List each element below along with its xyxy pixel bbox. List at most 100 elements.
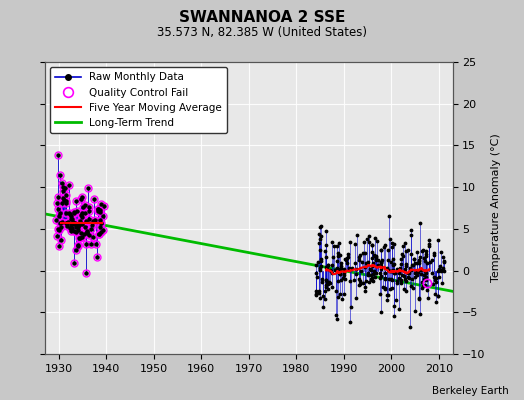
Point [439,258,447,265]
Text: SWANNANOA 2 SSE: SWANNANOA 2 SSE [179,10,345,25]
Point [415,260,423,266]
Point [343,260,351,267]
Point [312,292,320,298]
Point [439,258,447,264]
Point [333,258,341,264]
Point [433,293,442,299]
Point [62,192,70,199]
Point [416,254,424,260]
Point [383,296,391,303]
Point [389,261,398,268]
Point [364,272,372,278]
Point [412,272,421,278]
Point [373,262,381,268]
Point [418,284,427,291]
Point [387,276,395,282]
Legend: Raw Monthly Data, Quality Control Fail, Five Year Moving Average, Long-Term Tren: Raw Monthly Data, Quality Control Fail, … [50,67,227,133]
Point [312,288,320,294]
Point [409,262,418,268]
Point [347,304,355,310]
Point [70,221,78,228]
Point [370,268,378,274]
Point [363,269,372,276]
Point [411,268,420,274]
Point [398,272,406,278]
Point [366,275,375,282]
Point [402,278,411,284]
Point [407,232,415,238]
Point [420,282,429,288]
Point [89,218,97,224]
Point [386,268,394,274]
Point [99,226,107,233]
Point [372,270,380,277]
Point [404,247,412,254]
Point [73,242,82,248]
Point [322,284,330,291]
Point [372,253,380,259]
Point [385,276,393,282]
Point [54,243,63,249]
Point [367,272,376,278]
Point [52,216,61,223]
Point [89,234,97,240]
Point [323,281,332,288]
Point [355,282,363,288]
Point [340,270,348,277]
Point [422,248,430,254]
Point [386,236,395,242]
Point [368,263,376,269]
Point [77,230,85,236]
Point [332,311,340,318]
Point [425,243,433,250]
Point [410,260,419,266]
Point [331,266,340,273]
Point [318,279,326,286]
Point [438,280,446,286]
Point [421,269,430,276]
Point [62,200,70,206]
Point [361,250,369,256]
Point [78,221,86,227]
Point [328,262,336,268]
Point [99,213,107,220]
Point [410,308,419,314]
Point [54,194,62,200]
Point [328,239,336,245]
Point [94,208,103,214]
Point [96,200,105,207]
Point [340,272,348,278]
Point [418,246,427,253]
Point [315,247,324,254]
Point [369,278,377,284]
Point [410,255,418,262]
Point [401,287,410,294]
Point [88,222,96,228]
Point [312,262,320,268]
Point [437,249,445,256]
Point [94,231,103,238]
Point [326,268,335,274]
Point [319,293,328,300]
Point [61,185,69,191]
Point [392,297,400,304]
Point [325,279,334,286]
Point [65,210,73,216]
Point [376,270,384,276]
Point [95,231,103,237]
Point [315,290,323,296]
Point [93,206,102,212]
Point [407,227,415,233]
Point [389,266,397,273]
Point [440,268,448,274]
Point [439,266,447,273]
Point [322,264,331,270]
Point [434,293,443,299]
Point [432,274,440,281]
Point [432,279,440,286]
Point [372,254,380,260]
Point [57,223,66,230]
Point [73,242,82,249]
Point [377,273,386,280]
Point [400,275,409,282]
